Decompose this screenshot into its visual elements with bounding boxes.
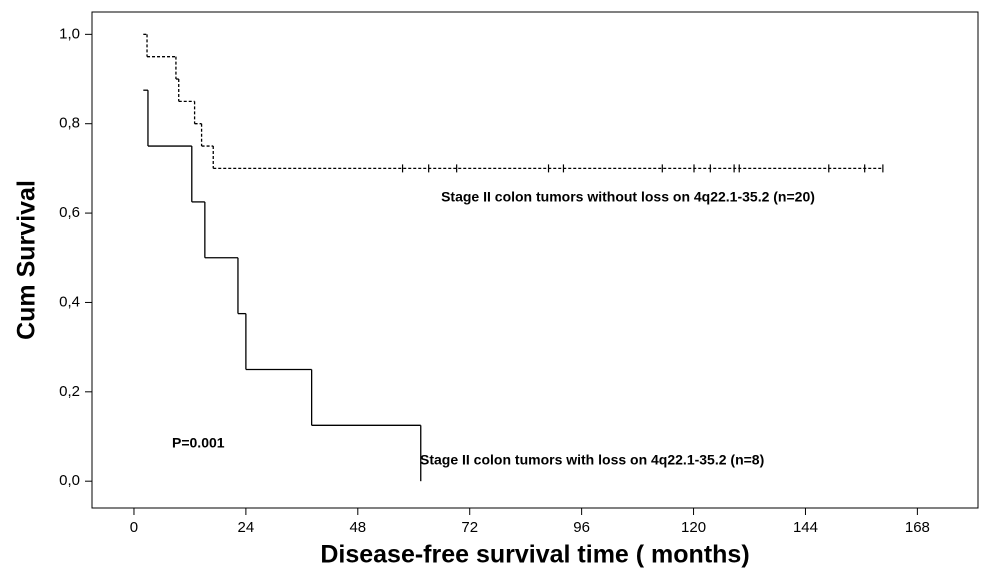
y-tick-label: 0,6: [59, 204, 80, 221]
x-tick-label: 168: [905, 519, 930, 536]
series-label: Stage II colon tumors without loss on 4q…: [441, 189, 815, 205]
y-tick-label: 0,8: [59, 115, 80, 132]
y-tick-label: 0,0: [59, 472, 80, 489]
p-value: P=0.001: [172, 435, 225, 451]
x-tick-label: 24: [238, 519, 255, 536]
y-tick-label: 1,0: [59, 25, 80, 42]
x-tick-label: 96: [573, 519, 590, 536]
plot-frame: [91, 11, 979, 509]
y-tick-label: 0,4: [59, 293, 80, 310]
y-tick-label: 0,2: [59, 383, 80, 400]
x-tick-label: 0: [130, 519, 138, 536]
y-axis-label: Cum Survival: [13, 180, 41, 340]
x-tick-label: 48: [349, 519, 366, 536]
x-tick-label: 144: [793, 519, 818, 536]
x-tick-label: 72: [461, 519, 478, 536]
x-tick-label: 120: [681, 519, 706, 536]
x-axis-label: Disease-free survival time ( months): [320, 541, 749, 569]
series-label: Stage II colon tumors with loss on 4q22.…: [420, 452, 764, 468]
